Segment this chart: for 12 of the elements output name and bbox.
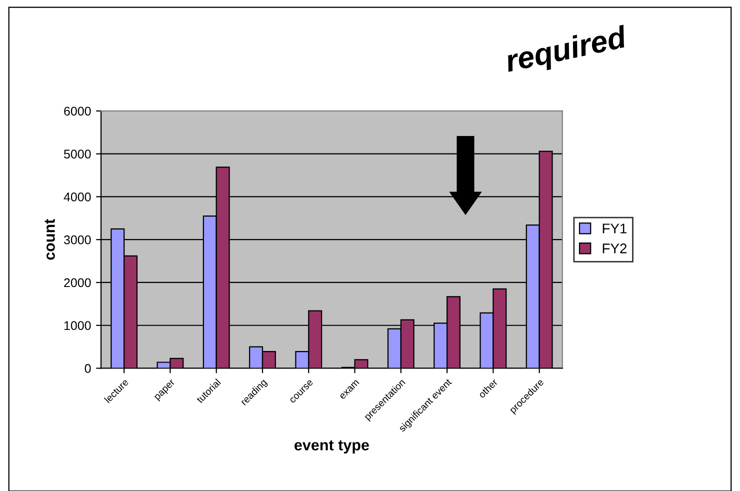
legend-label: FY1 bbox=[602, 224, 627, 234]
y-tick-label: 6000 bbox=[64, 106, 91, 116]
y-tick-label: 5000 bbox=[64, 150, 91, 158]
y-tick-label: 4000 bbox=[64, 192, 91, 202]
x-axis-title: event type bbox=[294, 440, 369, 454]
y-tick-label: 2000 bbox=[64, 278, 91, 288]
y-tick-label: 1000 bbox=[64, 321, 91, 330]
y-tick-label: 0 bbox=[84, 364, 91, 373]
y-tick-label: 3000 bbox=[64, 235, 91, 244]
legend-label: FY2 bbox=[602, 244, 627, 254]
text: required bbox=[504, 24, 630, 78]
y-axis-title: count bbox=[44, 219, 55, 260]
